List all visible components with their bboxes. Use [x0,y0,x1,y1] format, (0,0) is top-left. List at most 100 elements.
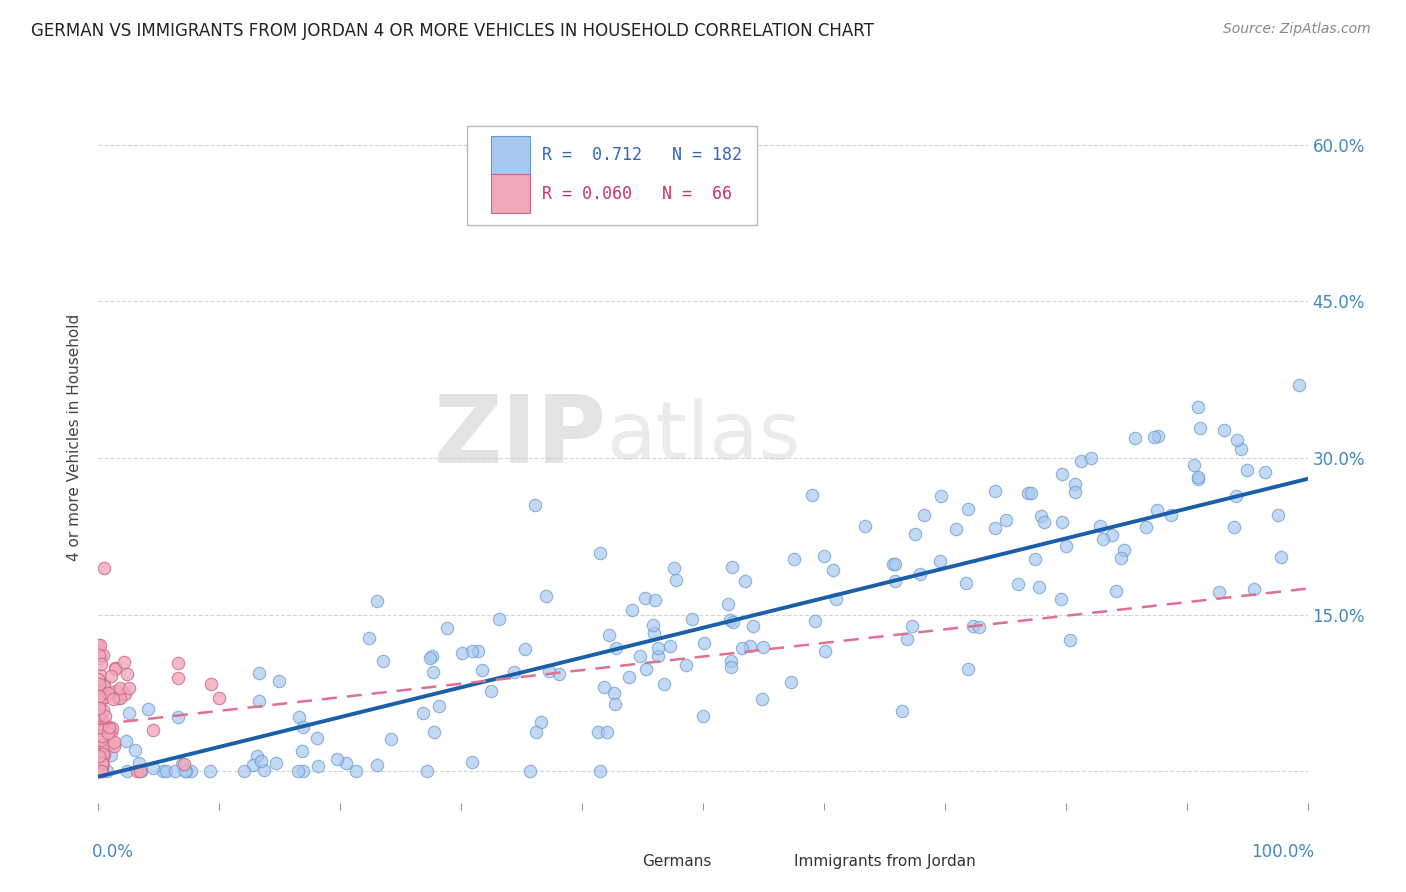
Point [957,662,980,676]
Point [100,747,122,762]
Point [502,665,524,679]
Point [422,665,444,679]
Point [136,701,159,715]
Point [366,758,388,772]
Point [742,619,765,633]
Point [471,663,494,677]
Point [1123,431,1146,445]
Point [644,593,666,607]
Point [1050,592,1073,607]
Point [173,756,195,771]
Point [1223,520,1246,534]
Point [124,743,146,757]
Point [1064,485,1087,500]
Point [420,649,443,664]
Point [896,632,918,646]
Point [131,764,153,779]
Point [891,704,914,718]
Point [530,714,553,729]
Point [1080,451,1102,466]
Point [266,756,288,770]
Point [586,725,609,739]
Point [242,758,264,772]
FancyBboxPatch shape [467,126,758,225]
Point [1024,552,1046,566]
Point [167,656,190,670]
Point [89,731,111,746]
Point [247,694,270,708]
Point [87,648,110,662]
Point [129,764,152,779]
Point [371,654,394,668]
Point [720,660,742,674]
Point [603,686,626,700]
Point [87,690,110,704]
Point [1188,421,1211,435]
Text: 0.0%: 0.0% [93,843,134,861]
Point [90,729,112,743]
Point [90,764,112,779]
Point [155,764,177,779]
Point [720,654,742,668]
Point [104,662,127,676]
Point [1208,585,1230,599]
Point [87,698,110,712]
Point [250,754,273,768]
Point [813,549,835,563]
Point [1142,430,1164,444]
Point [100,725,122,739]
Point [291,720,314,734]
Point [994,513,1017,527]
Point [929,554,952,568]
Point [269,674,291,689]
Point [605,641,627,656]
Point [173,764,195,779]
Point [882,557,904,571]
Point [693,636,716,650]
Point [93,678,115,692]
Point [1236,463,1258,477]
Point [1267,508,1289,523]
Point [1088,519,1111,533]
Point [87,707,110,722]
FancyBboxPatch shape [492,136,530,175]
Point [427,698,450,713]
Point [246,748,269,763]
Point [180,764,202,779]
Point [479,684,502,698]
Point [908,566,931,581]
Text: Source: ZipAtlas.com: Source: ZipAtlas.com [1223,22,1371,37]
Point [117,667,139,681]
Point [104,661,127,675]
Point [662,560,685,574]
Point [1031,508,1053,523]
Text: R =  0.712   N = 182: R = 0.712 N = 182 [543,146,742,164]
Point [422,724,444,739]
Point [824,592,846,607]
Point [955,576,977,591]
Text: GERMAN VS IMMIGRANTS FROM JORDAN 4 OR MORE VEHICLES IN HOUSEHOLD CORRELATION CHA: GERMAN VS IMMIGRANTS FROM JORDAN 4 OR MO… [31,22,873,40]
Point [548,667,571,681]
Point [89,716,111,731]
Point [100,669,122,683]
Point [1114,542,1136,557]
Point [93,690,115,705]
Point [412,706,434,720]
Point [603,697,626,711]
Point [97,720,120,734]
FancyBboxPatch shape [755,847,786,878]
Point [647,648,669,663]
Point [94,709,117,723]
Point [634,591,657,606]
Point [450,646,472,660]
Point [91,648,114,662]
Point [326,752,349,766]
Point [1135,520,1157,534]
Point [598,628,620,642]
Point [359,632,381,646]
Point [731,640,754,655]
Point [87,672,110,686]
Point [461,755,484,769]
Point [287,710,309,724]
Point [1187,470,1209,484]
